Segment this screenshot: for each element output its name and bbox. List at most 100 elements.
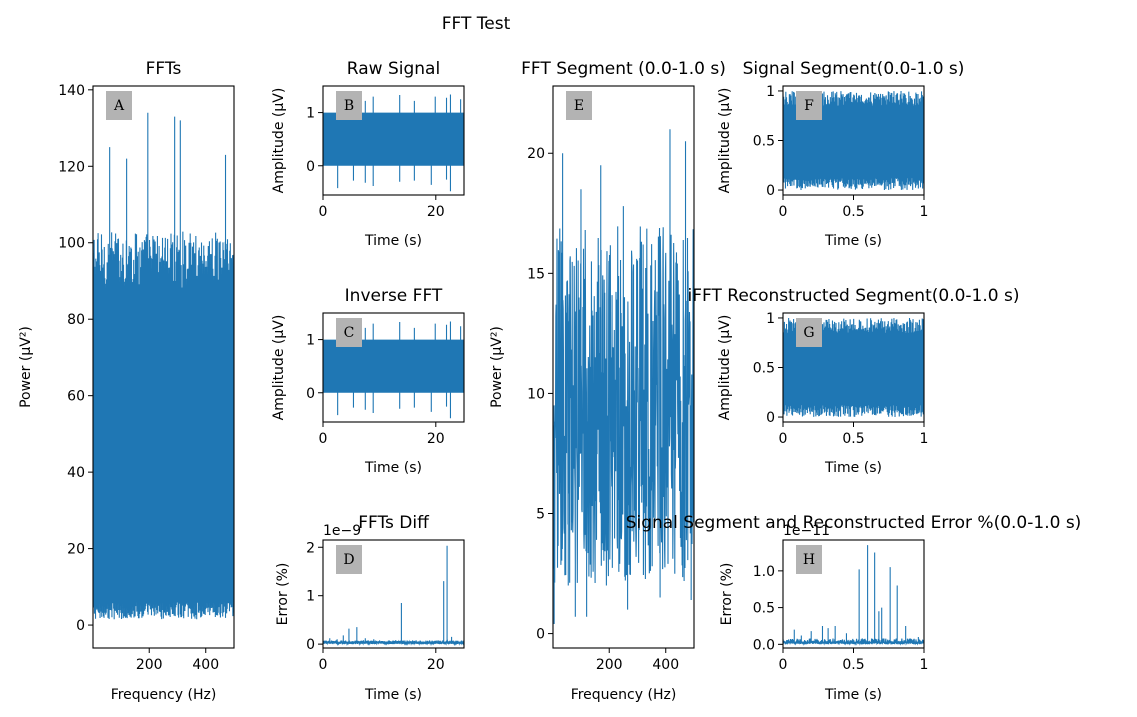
y-tick-label: 2: [306, 540, 315, 556]
panel-letter-box: [796, 318, 822, 347]
panel-letter: H: [803, 552, 815, 568]
axes-frame-e: [552, 85, 695, 649]
panel-c: 0 20 0 1 Inverse FFT Time (s) Amplitude (μV) C: [271, 286, 465, 476]
y-tick-label: 20: [527, 146, 545, 162]
y-tick-label: 1: [306, 106, 315, 122]
panel-title: Signal Segment(0.0-1.0 s): [743, 59, 965, 79]
panel-title: FFT Segment (0.0-1.0 s): [521, 59, 726, 79]
panel-title: iFFT Reconstructed Segment(0.0-1.0 s): [688, 286, 1020, 306]
x-axis-label: Time (s): [364, 687, 422, 703]
x-tick-label: 20: [427, 431, 445, 447]
x-axis-label: Time (s): [824, 687, 882, 703]
panel-f: 0 0.5 1 0 0.5 1 Signal Segment(0.0-1.0 s) Time …: [717, 59, 964, 249]
panel-letter-box: [566, 91, 592, 120]
series-line-a: [93, 112, 234, 620]
y-tick-label: 1: [306, 333, 315, 349]
y-tick-label: 0.0: [753, 637, 775, 653]
panel-letter-box: [106, 91, 132, 120]
y-tick-label: 1.0: [753, 564, 775, 580]
panel-letter: D: [343, 552, 354, 568]
x-tick-label: 0.5: [842, 657, 864, 673]
y-tick-label: 0: [306, 159, 315, 175]
y-tick-label: 40: [67, 465, 85, 481]
x-tick-label: 0.5: [842, 431, 864, 447]
y-tick-label: 5: [536, 507, 545, 523]
series-line-d: [323, 545, 464, 647]
y-tick-label: 1: [766, 84, 775, 100]
y-tick-label: 80: [67, 312, 85, 328]
x-tick-label: 0: [779, 657, 788, 673]
x-axis-label: Time (s): [364, 233, 422, 249]
y-tick-label: 0.5: [753, 601, 775, 617]
panel-letter: F: [804, 98, 814, 114]
x-tick-label: 1: [920, 657, 929, 673]
y-tick-label: 140: [58, 83, 85, 99]
y-tick-label: 0: [766, 183, 775, 199]
y-tick-label: 1: [306, 589, 315, 605]
x-tick-label: 400: [652, 657, 679, 673]
x-tick-label: 0: [779, 431, 788, 447]
x-tick-label: 1: [920, 431, 929, 447]
panel-title: FFTs: [146, 59, 182, 79]
x-tick-label: 0.5: [842, 204, 864, 220]
panel-title: Raw Signal: [347, 59, 440, 79]
x-tick-label: 200: [136, 657, 163, 673]
x-tick-label: 200: [596, 657, 623, 673]
y-tick-label: 0: [536, 627, 545, 643]
panel-title: Signal Segment and Reconstructed Error %…: [626, 513, 1082, 533]
x-tick-label: 20: [427, 657, 445, 673]
x-tick-label: 1: [920, 204, 929, 220]
panel-letter: A: [113, 98, 125, 114]
x-tick-label: 0: [779, 204, 788, 220]
y-axis-label: Amplitude (μV): [271, 88, 287, 194]
axes-frame-b: [322, 85, 465, 196]
panel-letter: C: [344, 325, 355, 341]
y-tick-label: 100: [58, 236, 85, 252]
panel-e: 200 400 0 5 10 15 20 FFT Segment (0.0-1.0 s) Fre…: [489, 59, 726, 703]
y-tick-label: 15: [527, 266, 545, 282]
y-axis-label: Amplitude (μV): [271, 315, 287, 421]
panel-letter-box: [336, 545, 362, 574]
axes-frame-a: [92, 85, 235, 649]
y-axis-label: Amplitude (μV): [717, 88, 733, 194]
x-axis-label: Frequency (Hz): [571, 687, 677, 703]
y-tick-label: 120: [58, 159, 85, 175]
y-tick-label: 10: [527, 386, 545, 402]
figure-title: FFT Test: [442, 14, 511, 34]
panel-g: 0 0.5 1 0 0.5 1 iFFT Reconstructed Segment(0.0…: [688, 286, 1020, 476]
x-axis-label: Time (s): [824, 233, 882, 249]
panel-title: FFTs Diff: [358, 513, 430, 533]
axes-frame-d: [322, 539, 465, 649]
series-line-g: [783, 317, 924, 417]
panel-a: 200 400 0 20 40 60 80 100 120 140 FFTs Frequency (H…: [18, 59, 235, 703]
x-axis-label: Time (s): [364, 460, 422, 476]
y-axis-label: Error (%): [719, 563, 735, 626]
y-tick-label: 0: [76, 618, 85, 634]
y-axis-label: Amplitude (μV): [717, 315, 733, 421]
x-tick-label: 0: [319, 431, 328, 447]
panel-title: Inverse FFT: [345, 286, 443, 306]
panel-letter-box: [336, 91, 362, 120]
y-tick-label: 0: [306, 386, 315, 402]
panel-letter: B: [344, 98, 354, 114]
y-tick-label: 0.5: [753, 361, 775, 377]
panel-letter: G: [803, 325, 814, 341]
y-axis-label: Power (μV²): [18, 326, 34, 408]
y-tick-label: 0: [766, 410, 775, 426]
x-tick-label: 20: [427, 204, 445, 220]
y-tick-label: 60: [67, 389, 85, 405]
axis-offset-text: 1e−9: [323, 523, 361, 539]
x-tick-label: 0: [319, 657, 328, 673]
x-axis-label: Time (s): [824, 460, 882, 476]
x-axis-label: Frequency (Hz): [111, 687, 217, 703]
series-line-c: [323, 321, 464, 419]
y-tick-label: 1: [766, 311, 775, 327]
panel-letter-box: [796, 91, 822, 120]
x-tick-label: 400: [192, 657, 219, 673]
panel-b: 0 20 0 1 Raw Signal Time (s) Amplitude (μV) B: [271, 59, 465, 249]
series-line-f: [783, 90, 924, 191]
series-line-b: [323, 94, 464, 192]
series-line-e: [553, 129, 694, 624]
